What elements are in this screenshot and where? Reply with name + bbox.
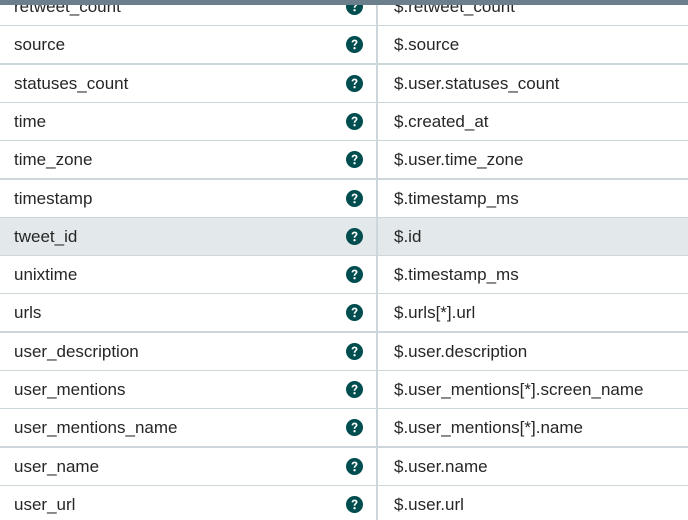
property-name: user_mentions <box>14 380 126 399</box>
table-row[interactable]: source $.source <box>0 26 688 66</box>
column-divider <box>376 332 378 370</box>
table-row[interactable]: timestamp $.timestamp_ms <box>0 179 688 219</box>
table-row[interactable]: urls $.urls[*].url <box>0 294 688 334</box>
property-name: statuses_count <box>14 73 129 93</box>
column-divider <box>376 217 378 255</box>
property-name: source <box>14 35 66 55</box>
column-divider <box>376 102 378 140</box>
property-name: user_mentions_name <box>14 418 178 438</box>
property-value: $.id <box>394 226 422 246</box>
help-icon[interactable] <box>346 342 363 360</box>
help-icon[interactable] <box>346 381 363 398</box>
property-value: $.timestamp_ms <box>394 188 519 208</box>
property-value: $.source <box>394 35 460 55</box>
table-row[interactable]: user_mentions_name $.user_mentions[*].nam… <box>0 409 688 449</box>
column-divider <box>376 447 378 485</box>
property-name: tweet_id <box>14 226 78 246</box>
scroll-header-bar <box>0 0 688 5</box>
property-value: $.user.url <box>394 494 464 514</box>
column-divider <box>376 294 378 332</box>
table-row[interactable]: statuses_count $.user.statuses_count <box>0 64 688 104</box>
help-icon[interactable] <box>346 304 363 322</box>
help-icon[interactable] <box>346 74 363 92</box>
table-row[interactable]: unixtime $.timestamp_ms <box>0 256 688 296</box>
property-name: time_zone <box>14 150 93 170</box>
property-value: $.user_mentions[*].name <box>394 418 583 438</box>
column-divider <box>376 485 378 520</box>
help-icon[interactable] <box>346 457 363 475</box>
property-value: $.user_mentions[*].screen_name <box>394 380 644 399</box>
column-divider <box>376 371 378 408</box>
property-value: $.timestamp_ms <box>394 265 519 285</box>
table-row[interactable]: user_mentions $.user_mentions[*].screen_n… <box>0 371 688 410</box>
property-value: $.created_at <box>394 111 489 131</box>
table-row[interactable]: tweet_id $.id <box>0 217 688 257</box>
help-icon[interactable] <box>346 36 363 54</box>
table-row[interactable]: user_description $.user.description <box>0 332 688 372</box>
property-value: $.user.description <box>394 341 528 361</box>
column-divider <box>376 141 378 179</box>
table-row[interactable]: time_zone $.user.time_zone <box>0 141 688 181</box>
property-name: user_name <box>14 456 100 476</box>
help-icon[interactable] <box>346 227 363 245</box>
help-icon[interactable] <box>346 112 363 130</box>
help-icon[interactable] <box>346 189 363 207</box>
property-value: $.user.statuses_count <box>394 73 560 93</box>
property-name: unixtime <box>14 265 78 285</box>
column-divider <box>376 26 378 64</box>
property-name: timestamp <box>14 188 93 208</box>
table-row[interactable]: user_url $.user.url <box>0 485 688 520</box>
help-icon[interactable] <box>346 266 363 284</box>
help-icon[interactable] <box>346 495 363 513</box>
help-icon[interactable] <box>346 419 363 437</box>
property-name: time <box>14 111 47 131</box>
column-divider <box>376 0 378 25</box>
property-value: $.urls[*].url <box>394 303 476 323</box>
property-name: user_url <box>14 494 76 514</box>
column-divider <box>376 64 378 102</box>
column-divider <box>376 256 378 294</box>
table-row[interactable]: user_name $.user.name <box>0 447 688 487</box>
column-divider <box>376 409 378 447</box>
property-value: $.user.time_zone <box>394 150 524 170</box>
property-name: user_description <box>14 341 139 361</box>
property-name: urls <box>14 303 42 323</box>
help-icon[interactable] <box>346 151 363 169</box>
table-row[interactable]: time $.created_at <box>0 102 688 142</box>
property-value: $.user.name <box>394 456 488 476</box>
column-divider <box>376 179 378 217</box>
